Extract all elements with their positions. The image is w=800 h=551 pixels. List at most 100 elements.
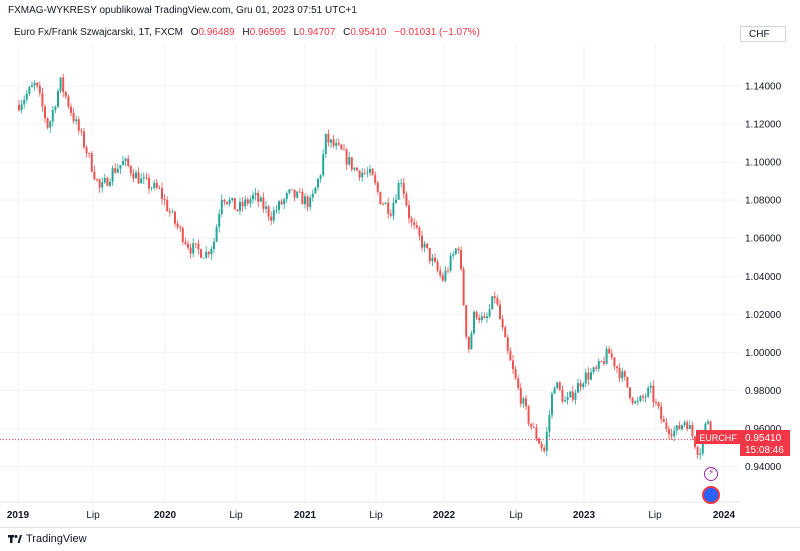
candle-body (683, 422, 686, 426)
candle (210, 246, 213, 260)
candle (278, 199, 280, 215)
y-tick-label: 0.94000 (745, 462, 782, 473)
candle-body (457, 248, 460, 250)
candle (647, 385, 650, 399)
candle (343, 143, 345, 151)
low-value: 0.94707 (299, 27, 336, 38)
candle-body (519, 388, 522, 404)
candle (592, 366, 595, 375)
candle-body (556, 382, 559, 388)
candle (571, 385, 574, 403)
candle (127, 154, 130, 168)
candle-body (59, 77, 62, 91)
price-tag-bg (740, 430, 790, 456)
candle (613, 357, 616, 371)
candle-body (358, 170, 361, 178)
candle-body (340, 144, 343, 150)
candle (306, 194, 309, 212)
candle-body (561, 389, 564, 402)
candle (582, 381, 585, 390)
time-axis[interactable]: 2019 Lip 2020 Lip 2021 Lip 2022 Lip 2023 Lip 2024 (7, 510, 736, 521)
candle (473, 310, 475, 335)
candle-body (613, 357, 616, 367)
candle-body (434, 257, 436, 262)
candle (642, 393, 644, 401)
candle-body (415, 225, 418, 228)
candle-body (649, 385, 652, 388)
candle (491, 295, 494, 310)
candle-body (298, 191, 301, 193)
candle (272, 206, 275, 224)
candle (337, 138, 340, 146)
candle-body (462, 269, 465, 306)
candle (88, 152, 91, 159)
candle-body (280, 201, 283, 205)
candle (639, 395, 642, 403)
price-chart[interactable]: 1.14000 1.12000 1.10000 1.08000 1.06000 1.040… (0, 44, 800, 527)
candle (158, 185, 161, 190)
candle-body (678, 425, 681, 430)
candle-body (122, 160, 124, 166)
candle (657, 401, 660, 410)
y-tick-label: 0.98000 (745, 386, 782, 397)
candle (447, 267, 449, 274)
candle (23, 95, 26, 109)
currency-selector[interactable]: CHF (740, 26, 786, 42)
candle (532, 422, 535, 428)
candle (366, 167, 369, 178)
candle (540, 441, 543, 452)
footer-brand[interactable]: TradingView (26, 533, 87, 545)
candle (109, 178, 111, 188)
candle (218, 209, 221, 233)
candle-body (233, 197, 236, 210)
candle (319, 174, 322, 183)
candle (233, 197, 236, 210)
candle (309, 194, 312, 211)
candle-body (246, 199, 249, 204)
candle (561, 385, 564, 404)
candle-body (150, 187, 153, 189)
candle-body (161, 188, 163, 199)
y-tick-label: 1.10000 (745, 158, 782, 169)
candle (488, 303, 491, 319)
x-tick-label: 2022 (433, 510, 456, 521)
candle-body (699, 453, 702, 455)
candle-body (54, 106, 57, 111)
candle-body (691, 425, 694, 437)
candle (179, 224, 182, 233)
candle (504, 325, 507, 338)
candle (161, 182, 163, 205)
candle (96, 178, 98, 183)
candle-body (353, 167, 356, 170)
candle-body (496, 298, 499, 305)
candle (548, 410, 551, 438)
candle (132, 168, 135, 183)
candle-body (361, 172, 364, 178)
candle-body (311, 193, 314, 198)
x-tick-label: 2024 (713, 510, 736, 521)
candles-layer (18, 73, 715, 460)
y-tick-label: 1.04000 (745, 272, 782, 283)
candle (296, 190, 299, 199)
candle (584, 368, 587, 388)
candle (363, 168, 366, 176)
candle-body (36, 82, 39, 86)
candle (384, 202, 387, 205)
lightning-icon[interactable]: ⚡ (704, 467, 718, 481)
candle-body (517, 378, 520, 389)
candle (603, 356, 605, 366)
candle-body (28, 87, 31, 94)
candle-body (116, 168, 119, 173)
globe-icon[interactable] (702, 486, 720, 504)
tradingview-logo-icon[interactable] (8, 533, 22, 545)
x-tick-label: Lip (229, 510, 243, 521)
candle (405, 191, 408, 208)
candle (111, 165, 114, 186)
candle (200, 248, 202, 259)
candle (205, 246, 208, 259)
candle (57, 88, 59, 108)
candle (236, 209, 239, 213)
candle (662, 415, 665, 423)
price-axis[interactable]: 1.14000 1.12000 1.10000 1.08000 1.06000 1.040… (745, 82, 782, 474)
symbol-title[interactable]: Euro Fx/Frank Szwajcarski, 1T, FXCM (14, 27, 183, 38)
